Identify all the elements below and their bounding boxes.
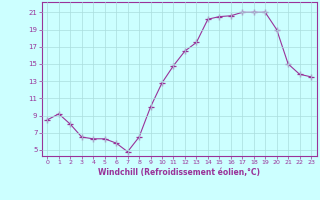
X-axis label: Windchill (Refroidissement éolien,°C): Windchill (Refroidissement éolien,°C)	[98, 168, 260, 177]
